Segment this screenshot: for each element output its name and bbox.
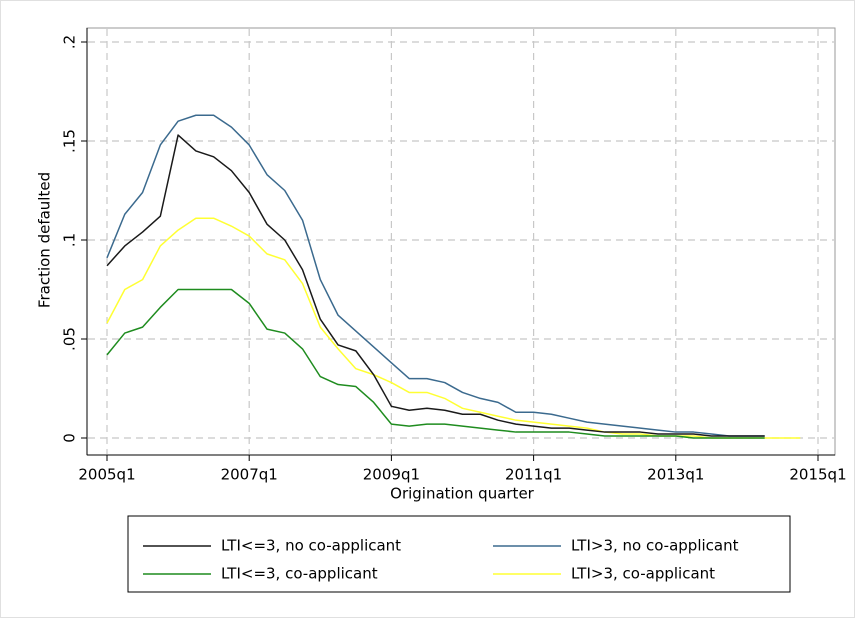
legend-label: LTI<=3, no co-applicant — [221, 537, 401, 555]
legend-label: LTI>3, co-applicant — [571, 565, 715, 583]
x-axis-label: Origination quarter — [390, 485, 535, 503]
plot-frame — [86, 27, 836, 456]
y-tick-label: .05 — [61, 327, 79, 351]
x-tick-label: 2015q1 — [789, 466, 846, 484]
y-tick-label: .1 — [61, 233, 79, 247]
series-line — [106, 134, 765, 437]
x-tick-label: 2009q1 — [363, 466, 420, 484]
series-line — [106, 217, 801, 439]
series-line — [106, 114, 765, 437]
legend-label: LTI<=3, co-applicant — [221, 565, 378, 583]
x-tick-label: 2007q1 — [221, 466, 278, 484]
legend-box — [127, 515, 791, 593]
x-tick-label: 2013q1 — [647, 466, 704, 484]
y-tick-label: .15 — [61, 129, 79, 153]
x-tick-label: 2011q1 — [505, 466, 562, 484]
series-line — [106, 288, 765, 439]
legend-label: LTI>3, no co-applicant — [571, 537, 739, 555]
y-tick-label: 0 — [61, 433, 79, 443]
y-axis-label: Fraction defaulted — [36, 172, 54, 308]
x-tick-label: 2005q1 — [78, 466, 135, 484]
y-tick-label: .2 — [61, 35, 79, 49]
